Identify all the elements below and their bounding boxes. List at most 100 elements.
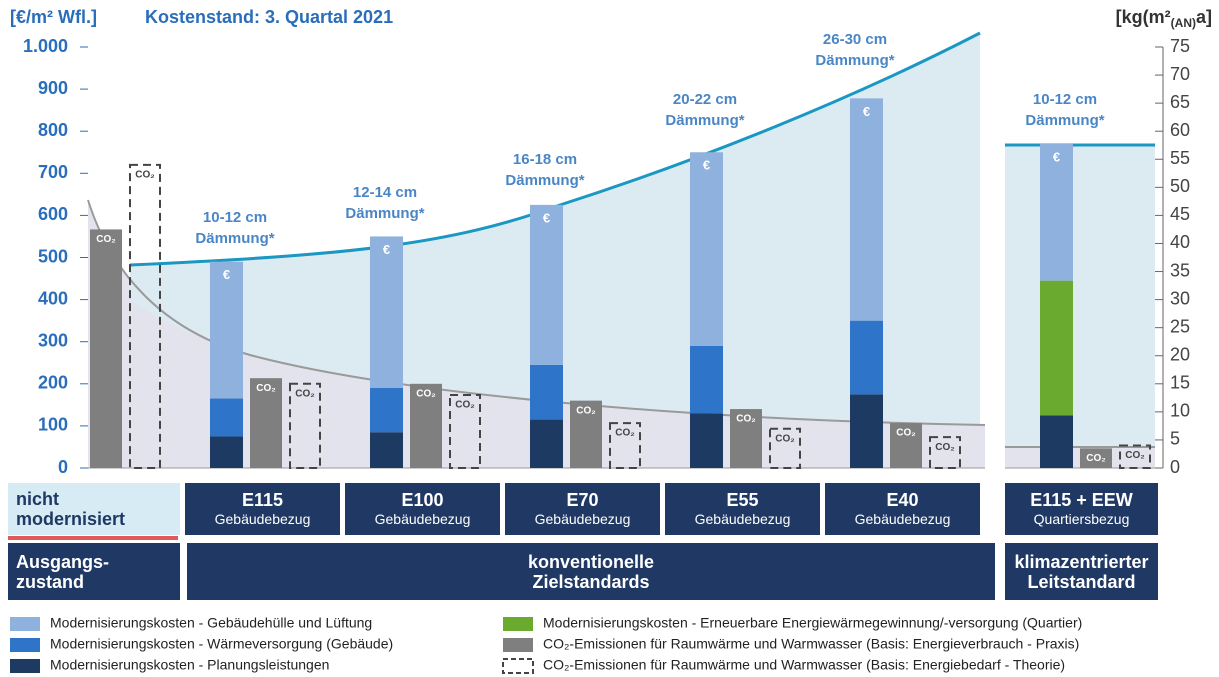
category-label: E55 — [726, 490, 759, 510]
bar-segment — [690, 413, 723, 468]
co2-icon: CO₂ — [1125, 450, 1144, 461]
co2-theory-bar — [129, 163, 161, 469]
co2-icon: CO₂ — [416, 388, 435, 399]
y2-tick-label: 35 — [1170, 260, 1190, 280]
cost-area — [1005, 145, 1155, 447]
bar-segment — [850, 394, 883, 468]
co2-theory-bar — [289, 382, 321, 469]
co2-bar — [90, 229, 122, 468]
y2-tick-label: 75 — [1170, 36, 1190, 56]
bar-segment — [370, 388, 403, 433]
legend-swatch — [503, 617, 533, 631]
y2-tick-label: 10 — [1170, 401, 1190, 421]
y2-label-part: a] — [1196, 7, 1212, 27]
legend-label: CO₂-Emissionen für Raumwärme und Warmwas… — [543, 636, 1079, 652]
bar-segment — [370, 432, 403, 468]
y2-tick-label: 65 — [1170, 92, 1190, 112]
co2-theory-bar — [769, 427, 801, 469]
y2-tick-label: 20 — [1170, 344, 1190, 364]
category-sublabel: Gebäudebezug — [854, 511, 951, 527]
cost-icon: € — [543, 210, 550, 225]
annotation: Dämmung* — [665, 112, 744, 129]
bar-segment — [530, 419, 563, 468]
category-group-box: klimazentrierter Leitstandard — [1005, 543, 1158, 600]
y2-tick-label: 5 — [1170, 429, 1180, 449]
y2-label-part: [kg(m² — [1116, 7, 1171, 27]
y2-tick-label: 60 — [1170, 120, 1190, 140]
category-sublabel: Gebäudebezug — [534, 511, 631, 527]
y2-tick-label: 45 — [1170, 204, 1190, 224]
category-group-label: Ausgangs-zustand — [16, 551, 110, 592]
co2-theory-bar — [609, 422, 641, 469]
legend-label: Modernisierungskosten - Wärmeversorgung … — [50, 636, 393, 652]
annotation: 16-18 cm — [513, 151, 577, 168]
bar-segment — [1040, 143, 1073, 281]
bar-segment — [850, 98, 883, 321]
y2-tick-label: 15 — [1170, 373, 1190, 393]
co2-bar — [890, 423, 922, 468]
bar-segment — [370, 236, 403, 389]
y-tick-label: 500 — [38, 246, 68, 266]
legend-swatch — [10, 659, 40, 673]
bar-segment — [530, 364, 563, 420]
co2-icon: CO₂ — [295, 388, 314, 399]
y-tick-label: 600 — [38, 204, 68, 224]
y2-tick-label: 40 — [1170, 232, 1190, 252]
category-box: E100 Gebäudebezug — [345, 483, 500, 535]
co2-icon: CO₂ — [455, 400, 474, 411]
co2-icon: CO₂ — [135, 170, 154, 181]
bar-segment — [1040, 280, 1073, 416]
category-group-box: konventionelle Zielstandards — [187, 543, 995, 600]
co2-bar — [730, 409, 762, 468]
y-tick-label: 0 — [58, 457, 68, 477]
annotation: Dämmung* — [1025, 112, 1104, 129]
category-box: E55 Gebäudebezug — [665, 483, 820, 535]
co2-bar — [570, 400, 602, 468]
annotation: 26-30 cm — [823, 31, 887, 48]
category-label: E100 — [401, 490, 444, 510]
annotation: 10-12 cm — [203, 209, 267, 226]
co2-bar — [1080, 448, 1112, 468]
co2-theory-bar — [449, 394, 481, 470]
co2-icon: CO₂ — [896, 428, 915, 439]
cost-icon: € — [223, 267, 230, 282]
y-tick-label: 300 — [38, 330, 68, 350]
category-group-label: konventionelle Zielstandards — [527, 551, 655, 592]
y2-tick-label: 50 — [1170, 176, 1190, 196]
annotation: Dämmung* — [505, 172, 584, 189]
co2-icon: CO₂ — [615, 428, 634, 439]
y2-tick-label: 55 — [1170, 148, 1190, 168]
chart-title: Kostenstand: 3. Quartal 2021 — [145, 7, 393, 27]
bar-segment — [210, 398, 243, 437]
category-label: E115 + EEW — [1030, 490, 1133, 510]
cost-icon: € — [863, 104, 870, 119]
legend-label: Modernisierungskosten - Planungsleistung… — [50, 657, 329, 673]
y-tick-label: 900 — [38, 78, 68, 98]
category-box: E40 Gebäudebezug — [825, 483, 980, 535]
category-label: E40 — [886, 490, 919, 510]
y-tick-label: 100 — [38, 415, 68, 435]
legend-swatch — [503, 638, 533, 652]
y-tick-label: 800 — [38, 120, 68, 140]
y2-tick-label: 25 — [1170, 316, 1190, 336]
bar-segment — [850, 320, 883, 395]
co2-trend — [87, 199, 986, 426]
category-box: E115 Gebäudebezug — [185, 483, 340, 535]
annotation: Dämmung* — [815, 52, 894, 69]
category-label: nicht modernisiert — [16, 489, 126, 529]
cost-icon: € — [703, 158, 710, 173]
legend-label: CO₂-Emissionen für Raumwärme und Warmwas… — [543, 657, 1065, 673]
co2-icon: CO₂ — [1086, 453, 1105, 464]
category-box: E115 + EEW Quartiersbezug — [1005, 483, 1158, 535]
category-box: nicht modernisiert — [8, 483, 180, 535]
bar-segment — [210, 436, 243, 468]
y-axis-label: [€/m² Wfl.] — [10, 7, 97, 27]
co2-icon: CO₂ — [576, 405, 595, 416]
co2-icon: CO₂ — [736, 414, 755, 425]
category-sublabel: Gebäudebezug — [694, 511, 791, 527]
legend-label: Modernisierungskosten - Gebäudehülle und… — [50, 615, 372, 631]
annotation: 10-12 cm — [1033, 91, 1097, 108]
annotation: 20-22 cm — [673, 91, 737, 108]
category-group-box: Ausgangs-zustand — [8, 543, 180, 600]
cost-icon: € — [1053, 149, 1060, 164]
